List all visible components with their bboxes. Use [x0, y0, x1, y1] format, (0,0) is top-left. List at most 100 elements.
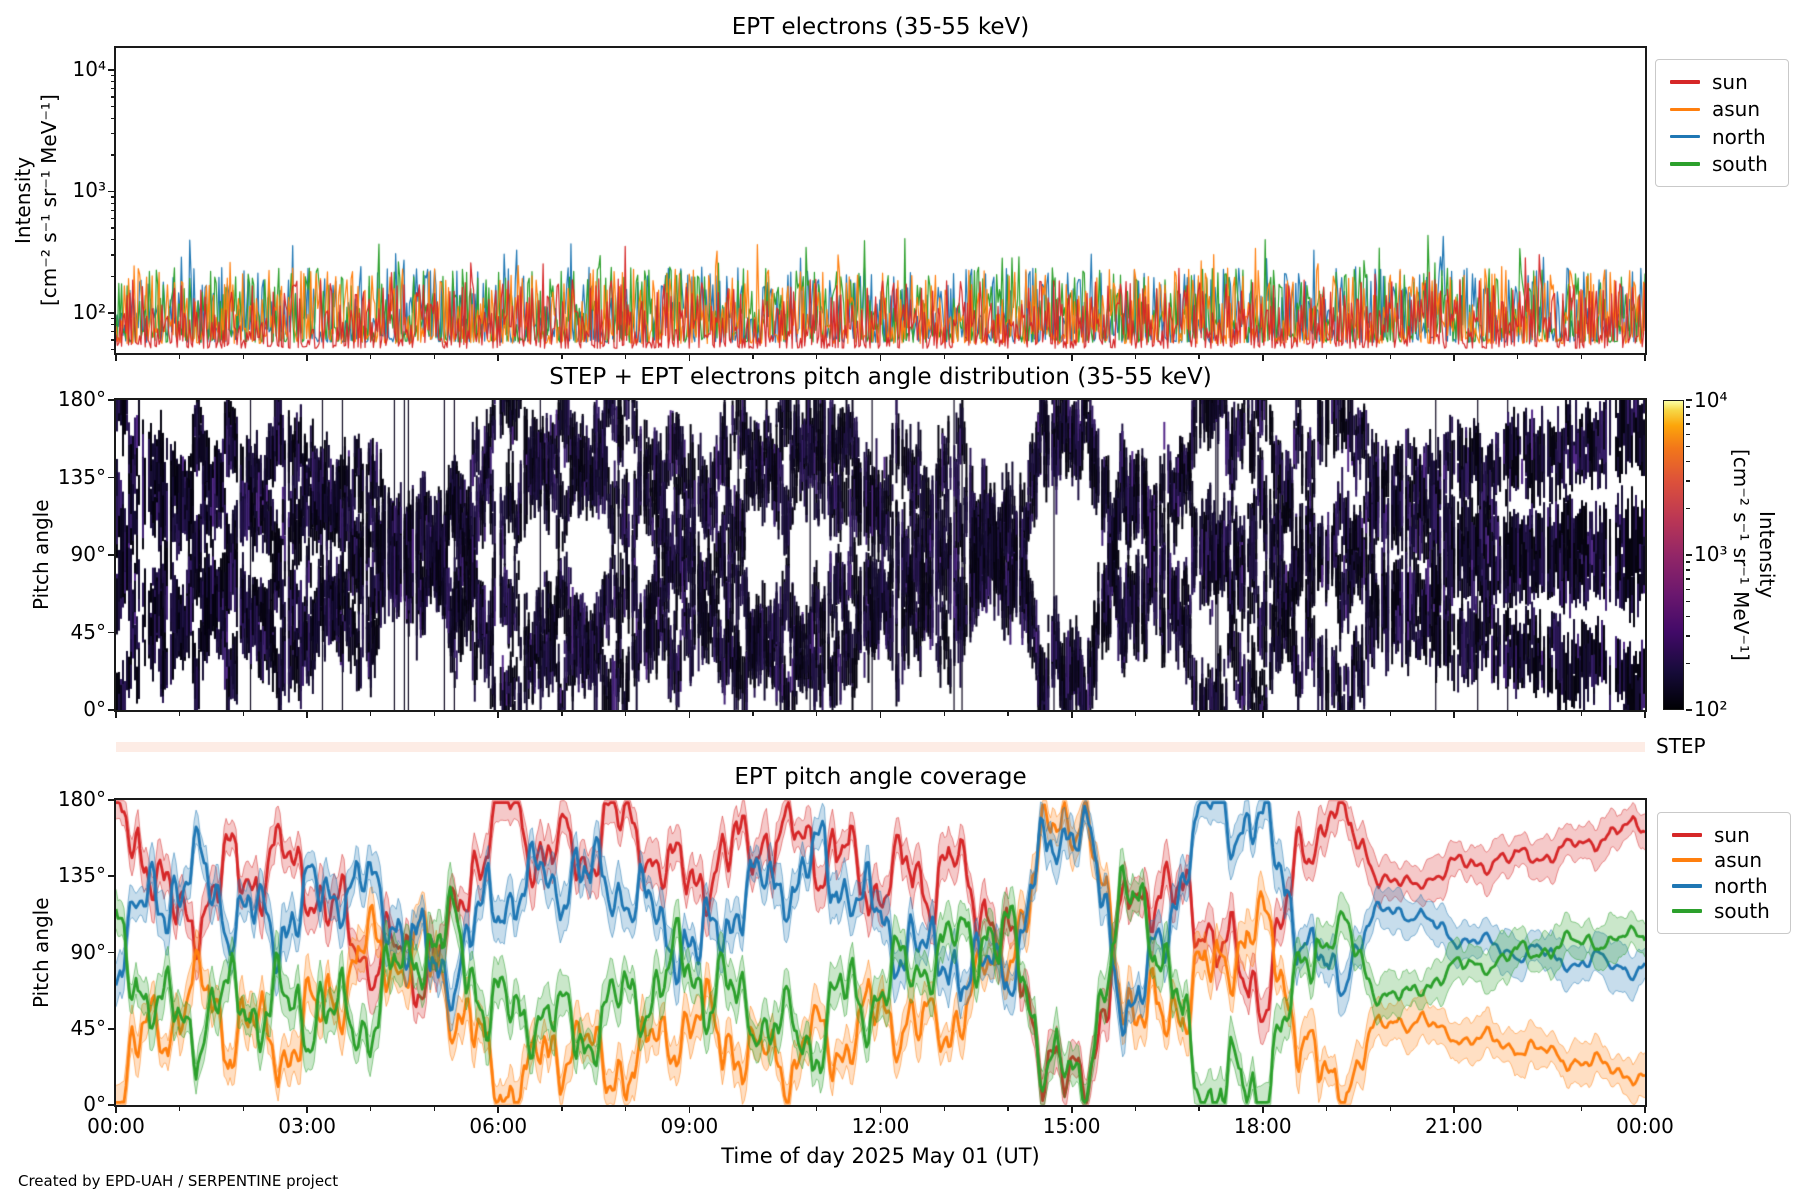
pitch-angle-tick-label: 90° — [70, 939, 106, 964]
colorbar-label: Intensity [cm⁻² s⁻¹ sr⁻¹ MeV⁻¹] — [1729, 449, 1779, 661]
panel2-title: STEP + EPT electrons pitch angle distrib… — [549, 364, 1212, 390]
axis-tick — [110, 348, 114, 351]
panel3-title: EPT pitch angle coverage — [734, 764, 1027, 790]
axis-tick — [1198, 1107, 1200, 1111]
axis-tick — [110, 154, 114, 156]
x-tick-label: 00:00 — [1616, 1114, 1674, 1138]
axis-tick — [1389, 355, 1391, 359]
axis-tick — [108, 312, 114, 314]
axis-tick — [110, 239, 114, 241]
legend-line-swatch — [1670, 134, 1700, 139]
legend-line-swatch — [1672, 833, 1702, 837]
axis-tick — [110, 317, 114, 320]
axis-tick — [1198, 355, 1200, 359]
pitch-angle-tick-label: 0° — [83, 697, 106, 721]
axis-tick — [179, 355, 181, 359]
axis-tick — [1686, 507, 1690, 509]
axis-tick — [108, 1104, 114, 1106]
axis-tick — [1686, 554, 1692, 556]
axis-tick — [370, 355, 372, 359]
axis-tick — [561, 355, 563, 359]
axis-tick — [943, 355, 945, 359]
x-tick-label: 03:00 — [278, 1114, 336, 1138]
pitch-angle-distribution-canvas — [116, 400, 1645, 710]
axis-tick — [1070, 355, 1073, 361]
axis-tick — [1686, 588, 1690, 590]
legend-entry-label: sun — [1712, 70, 1748, 94]
axis-tick — [108, 1027, 114, 1030]
axis-tick — [816, 712, 818, 716]
legend-line-swatch — [1670, 80, 1700, 84]
axis-tick — [110, 74, 114, 77]
axis-tick — [497, 712, 500, 718]
axis-tick — [1134, 712, 1136, 716]
axis-tick — [110, 275, 114, 277]
panel1-title: EPT electrons (35-55 keV) — [731, 14, 1030, 40]
axis-tick — [1325, 1107, 1328, 1111]
legend-entry-label: north — [1714, 873, 1768, 898]
pitch-angle-tick-label: 90° — [70, 542, 106, 566]
axis-tick — [370, 1107, 372, 1111]
axis-tick — [306, 712, 308, 718]
axis-tick — [816, 1107, 818, 1111]
axis-tick — [1686, 406, 1690, 408]
step-band-label: STEP — [1656, 734, 1706, 758]
legend-line-swatch — [1670, 107, 1700, 112]
axis-tick — [108, 554, 114, 556]
axis-tick — [1007, 1107, 1009, 1111]
pitch-angle-tick-label: 0° — [83, 1092, 106, 1116]
x-tick-label: 12:00 — [851, 1114, 910, 1138]
axis-tick — [433, 712, 436, 716]
axis-tick — [752, 355, 754, 359]
x-tick-label: 21:00 — [1425, 1114, 1483, 1138]
axis-tick — [1516, 355, 1519, 359]
legend-entry-asun: asun — [1670, 97, 1774, 121]
axis-tick — [1453, 355, 1455, 361]
legend-entry-asun: asun — [1672, 848, 1776, 872]
axis-tick — [943, 712, 945, 716]
axis-tick — [497, 1107, 500, 1113]
axis-tick — [879, 355, 882, 361]
axis-tick — [179, 712, 181, 716]
axis-tick — [1134, 355, 1136, 359]
x-tick-label: 00:00 — [87, 1114, 145, 1138]
axis-tick — [306, 355, 308, 361]
axis-tick — [625, 355, 627, 359]
legend-entry-south: south — [1670, 152, 1774, 176]
credit-footer: Created by EPD-UAH / SERPENTINE project — [18, 1172, 339, 1190]
axis-tick — [110, 331, 114, 333]
axis-tick — [497, 355, 500, 361]
ept-electrons-timeseries-canvas — [116, 48, 1645, 353]
axis-tick — [1007, 712, 1009, 716]
pitch-angle-tick-label: 135° — [57, 464, 106, 489]
panel1-ytick-1000: 10³ — [72, 178, 106, 202]
axis-tick — [943, 1107, 945, 1111]
axis-tick — [1686, 662, 1690, 664]
axis-tick — [1686, 569, 1690, 571]
axis-tick — [110, 254, 114, 256]
axis-tick — [1686, 399, 1692, 401]
axis-tick — [561, 1107, 563, 1111]
axis-tick — [242, 1107, 244, 1111]
axis-tick — [110, 105, 114, 108]
axis-tick — [110, 196, 114, 198]
axis-tick — [1644, 712, 1646, 718]
pitch-angle-coverage-canvas — [116, 800, 1645, 1105]
x-tick-label: 18:00 — [1233, 1114, 1292, 1138]
axis-tick — [110, 209, 114, 211]
axis-tick — [1686, 709, 1692, 711]
axis-tick — [108, 951, 114, 954]
axis-tick — [688, 355, 691, 361]
axis-tick — [108, 709, 114, 711]
axis-tick — [625, 1107, 627, 1111]
axis-tick — [108, 190, 114, 193]
axis-tick — [752, 712, 754, 716]
axis-tick — [1261, 1107, 1264, 1113]
panel1-legend: sun asun north south — [1655, 59, 1789, 187]
axis-tick — [688, 1107, 691, 1113]
axis-tick — [1686, 446, 1690, 448]
pitch-angle-tick-label: 180° — [57, 387, 106, 411]
x-tick-label: 09:00 — [660, 1114, 719, 1138]
axis-tick — [1453, 712, 1455, 718]
axis-tick — [110, 339, 114, 341]
